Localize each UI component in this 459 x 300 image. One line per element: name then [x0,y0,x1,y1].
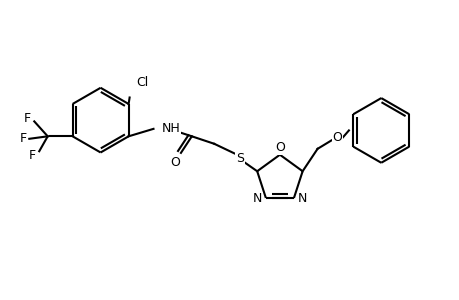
Text: Cl: Cl [136,76,148,89]
Text: NH: NH [162,122,180,135]
Text: N: N [252,192,262,206]
Text: F: F [19,132,26,145]
Text: S: S [235,152,244,165]
Text: O: O [332,131,341,144]
Text: F: F [29,149,36,162]
Text: F: F [24,112,31,125]
Text: O: O [170,156,180,169]
Text: O: O [274,141,284,154]
Text: N: N [297,192,307,206]
